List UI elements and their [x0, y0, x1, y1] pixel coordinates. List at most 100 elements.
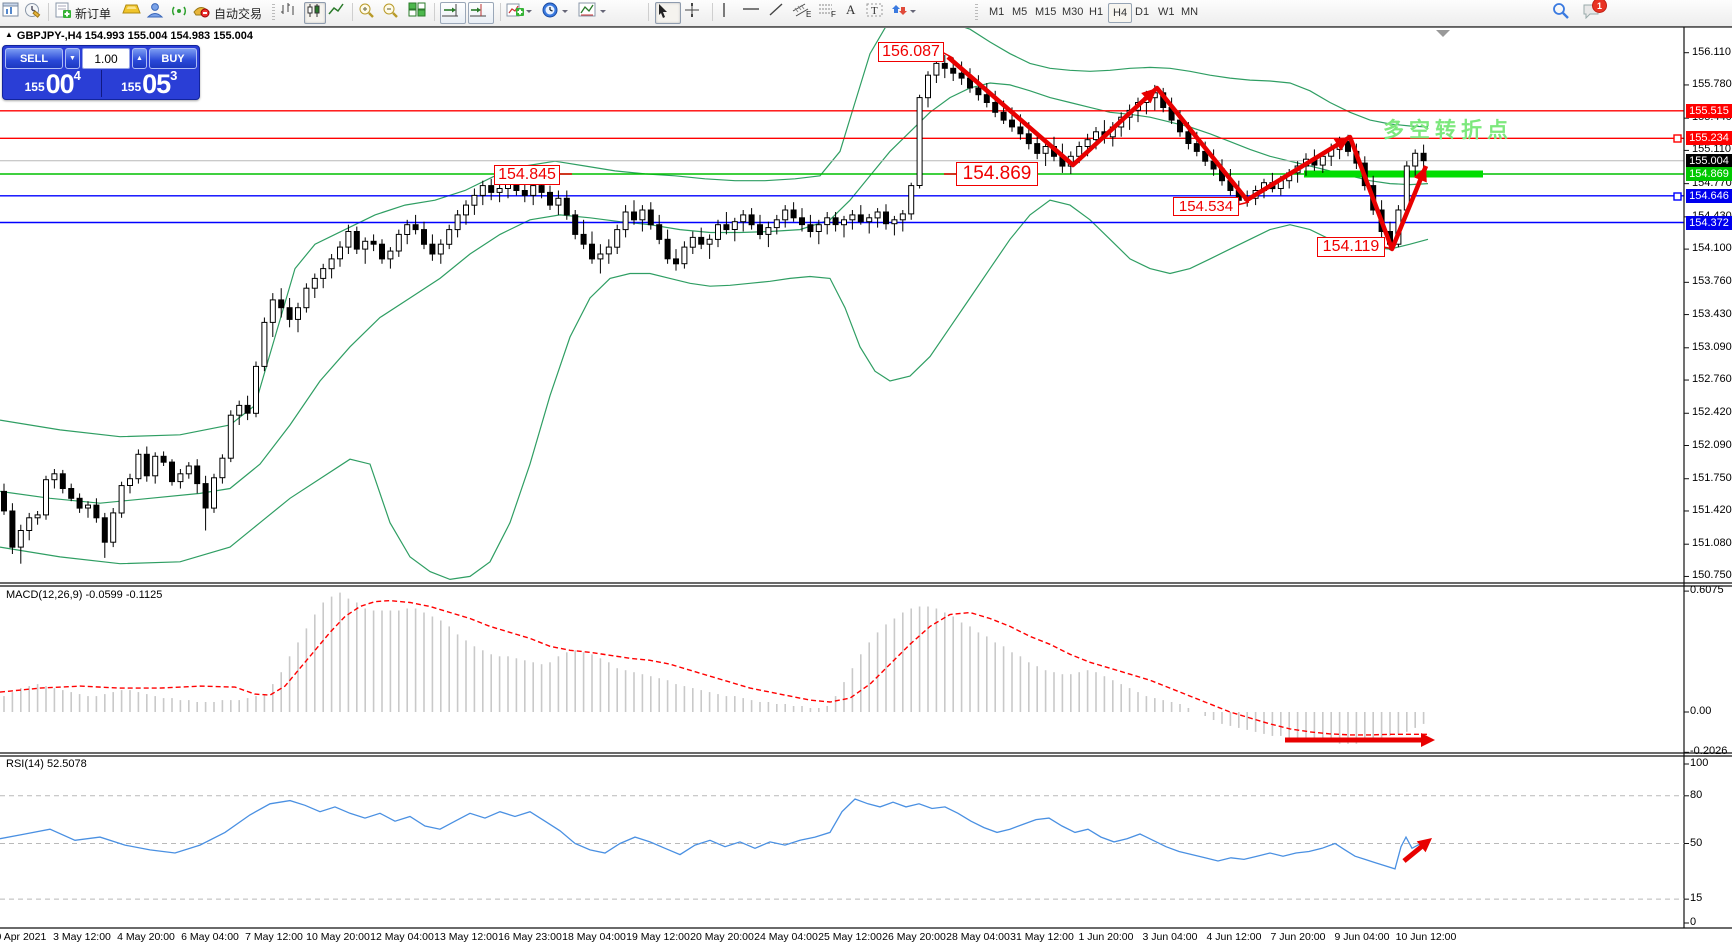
- time-axis-label: 3 May 12:00: [53, 931, 111, 943]
- toolbar: 新订单 自动交易: [0, 0, 1732, 27]
- lot-size-input[interactable]: 1.00: [82, 48, 130, 69]
- timeframe-M5[interactable]: M5: [1012, 6, 1028, 18]
- channel-icon[interactable]: E: [792, 2, 812, 22]
- time-axis-label: 19 May 12:00: [626, 931, 690, 943]
- new-chart-icon[interactable]: [2, 2, 22, 22]
- text-icon[interactable]: A: [844, 2, 864, 22]
- price-badge-155.004: 155.004: [1686, 154, 1732, 168]
- gold-icon[interactable]: [122, 2, 142, 22]
- timeframe-M30[interactable]: M30: [1062, 6, 1084, 18]
- indicators-icon[interactable]: [506, 2, 536, 22]
- text-label-icon[interactable]: T: [866, 2, 886, 22]
- notifications-icon[interactable]: 1: [1582, 0, 1607, 22]
- lot-increase-button[interactable]: ▲: [132, 48, 147, 69]
- svg-text:A: A: [846, 2, 856, 17]
- fibonacci-icon[interactable]: F: [818, 2, 838, 22]
- price-badge-154.646: 154.646: [1686, 189, 1732, 203]
- bull-bear-turning-point-note[interactable]: 多空转折点: [1383, 119, 1513, 142]
- time-axis-label: 16 May 23:00: [498, 931, 562, 943]
- symbol-info: ▲ GBPJPY-,H4 154.993 155.004 154.983 155.…: [5, 30, 253, 42]
- timeframe-W1[interactable]: W1: [1158, 6, 1175, 18]
- new-order-icon[interactable]: [54, 2, 74, 22]
- zoom-out-icon[interactable]: [382, 2, 402, 22]
- horizontal-levels[interactable]: [0, 110, 1684, 224]
- price-annotation[interactable]: 154.845: [494, 165, 560, 185]
- zoom-in-icon[interactable]: [358, 2, 378, 22]
- macd-panel: [0, 590, 1689, 753]
- lot-decrease-button[interactable]: ▼: [65, 48, 80, 69]
- new-order-label[interactable]: 新订单: [75, 7, 112, 21]
- search-icon[interactable]: [1552, 2, 1572, 22]
- time-axis-label: 28 May 04:00: [946, 931, 1010, 943]
- timeframe-M1[interactable]: M1: [989, 6, 1005, 18]
- price-tick: 156.110: [1692, 46, 1731, 58]
- price-badge-154.372: 154.372: [1686, 216, 1732, 230]
- timeframe-D1[interactable]: D1: [1135, 6, 1150, 18]
- auto-scroll-icon[interactable]: [440, 2, 466, 24]
- price-tick: 153.430: [1692, 308, 1732, 320]
- crosshair-icon[interactable]: [684, 2, 708, 22]
- time-axis-label: 10 Jun 12:00: [1395, 931, 1457, 943]
- sell-button[interactable]: SELL: [5, 48, 63, 69]
- zigzag-trend-line: [946, 55, 1429, 252]
- profiles-icon[interactable]: [24, 2, 44, 22]
- price-tick: 153.090: [1692, 341, 1732, 353]
- svg-text:T: T: [871, 5, 878, 17]
- time-axis-label: 25 May 12:00: [818, 931, 882, 943]
- band-middle: [0, 82, 1429, 504]
- time-axis-label: 9 Jun 04:00: [1334, 931, 1390, 943]
- price-tick: 151.420: [1692, 504, 1732, 516]
- price-annotation[interactable]: 154.534: [1173, 197, 1239, 216]
- signal-icon[interactable]: [170, 2, 190, 22]
- time-axis-label: 10 May 20:00: [306, 931, 370, 943]
- price-tick: 151.750: [1692, 472, 1732, 484]
- line-handle[interactable]: [1673, 192, 1682, 201]
- rsi-panel: [0, 763, 1689, 924]
- price-tick: 154.100: [1692, 242, 1732, 254]
- time-axis-label: 3 Jun 04:00: [1142, 931, 1198, 943]
- timeframe-H4[interactable]: H4: [1108, 3, 1133, 23]
- band-lower: [0, 199, 1429, 581]
- time-axis-label: 4 Jun 12:00: [1206, 931, 1262, 943]
- bar-chart-icon[interactable]: [280, 2, 300, 22]
- time-axis-label: 30 Apr 2021: [0, 931, 47, 943]
- autotrading-label[interactable]: 自动交易: [214, 7, 263, 21]
- buy-price[interactable]: 155 05 3: [121, 68, 178, 99]
- trendline-icon[interactable]: [768, 2, 788, 22]
- candlesticks: [1, 54, 1427, 564]
- price-tick: 152.420: [1692, 406, 1732, 418]
- macd-signal-line: [0, 599, 1431, 736]
- periods-icon[interactable]: [542, 2, 572, 22]
- line-chart-icon[interactable]: [328, 2, 348, 22]
- line-handle[interactable]: [1673, 134, 1682, 143]
- tile-windows-icon[interactable]: [408, 2, 428, 22]
- timeframe-M15[interactable]: M15: [1035, 6, 1057, 18]
- arrows-icon[interactable]: [890, 2, 920, 22]
- candle-chart-icon[interactable]: [304, 2, 326, 24]
- timeframe-H1[interactable]: H1: [1089, 6, 1104, 18]
- price-badge-155.515: 155.515: [1686, 104, 1732, 118]
- templates-icon[interactable]: [578, 2, 610, 22]
- price-annotation[interactable]: 156.087: [878, 42, 944, 62]
- label-connector: [1236, 201, 1250, 206]
- collapse-triangle-icon[interactable]: ▲: [5, 30, 13, 39]
- time-axis-label: 20 May 20:00: [690, 931, 754, 943]
- chart-shift-icon[interactable]: [468, 2, 494, 24]
- price-annotation[interactable]: 154.869: [956, 162, 1038, 186]
- rsi-title: RSI(14) 52.5078: [6, 758, 87, 770]
- buy-button[interactable]: BUY: [149, 48, 197, 69]
- timeframe-MN[interactable]: MN: [1181, 6, 1199, 18]
- time-axis-label: 6 May 04:00: [181, 931, 239, 943]
- price-annotation[interactable]: 154.119: [1317, 237, 1385, 257]
- macd-scale-tick: -0.2026: [1690, 745, 1728, 757]
- sell-price[interactable]: 155 00 4: [24, 68, 81, 99]
- horizontal-line-icon[interactable]: [742, 2, 762, 22]
- accounts-icon[interactable]: [146, 2, 166, 22]
- svg-text:F: F: [831, 10, 836, 18]
- cursor-icon[interactable]: [655, 2, 681, 24]
- chart-shift-marker-icon[interactable]: [1436, 30, 1450, 37]
- price-tick: 150.750: [1692, 569, 1732, 581]
- autotrading-icon[interactable]: [192, 2, 212, 22]
- vertical-line-icon[interactable]: [718, 2, 738, 22]
